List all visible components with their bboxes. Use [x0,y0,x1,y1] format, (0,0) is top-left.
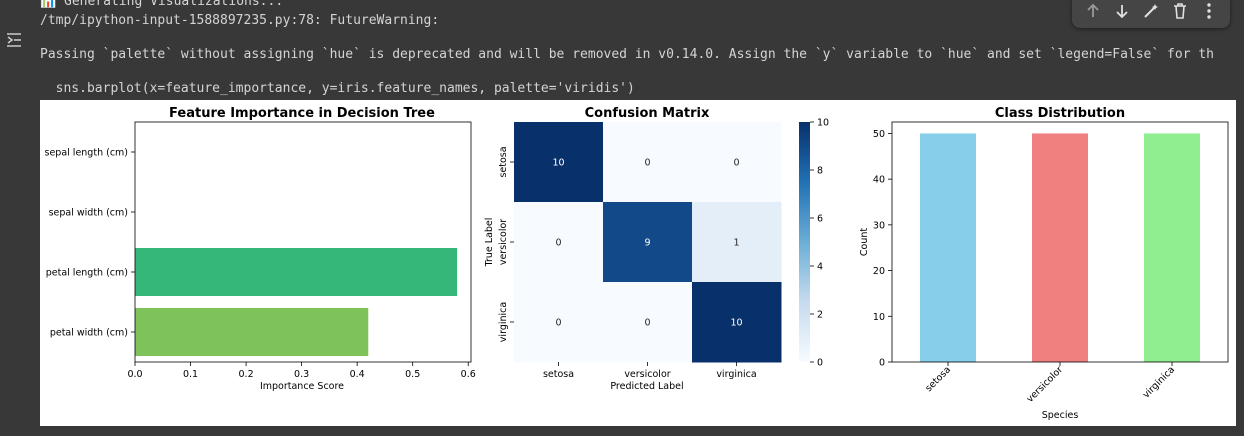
chart1-xlabel: Importance Score [260,381,344,392]
feature-importance-chart: Feature Importance in Decision Tree sepa… [45,106,476,392]
chart2-xlabel: Predicted Label [610,381,683,392]
confusion-cell [692,122,782,203]
output-toggle-icon[interactable] [4,30,24,50]
chart1-ytick-label: petal length (cm) [46,268,128,279]
confusion-cell-label: 10 [730,318,742,329]
confusion-cell [514,282,604,363]
confusion-cell [603,202,693,283]
chart1-xtick-label: 0.4 [350,369,365,380]
chart3-ytick-label: 20 [873,266,885,277]
edit-magic-icon[interactable] [1140,0,1162,22]
chart2-xtick-label: versicolor [624,369,670,380]
chart3-xtick-label: setosa [923,364,953,394]
chart3-xtick-label: virginica [1141,364,1177,400]
chart3-ytick-label: 30 [873,220,885,231]
console-line-code: sns.barplot(x=feature_importance, y=iris… [40,81,635,96]
chart2-ytick-label: virginica [498,302,509,342]
figure-canvas: Feature Importance in Decision Tree sepa… [45,106,1229,421]
chart3-ylabel: Count [859,228,870,256]
confusion-matrix-chart: Confusion Matrix 10 0 00 9 10 0 10 setosa versi… [484,106,829,392]
chart2-ylabel: True Label [484,218,495,268]
trash-icon[interactable] [1169,0,1191,22]
chart3-ytick-label: 50 [873,129,885,140]
chart3-title: Class Distribution [995,106,1125,121]
confusion-cell-label: 9 [644,238,650,249]
colorbar-tick-label: 4 [817,262,823,273]
chart1-bar [135,248,458,296]
chart3-bar [1032,133,1088,362]
console-line-message: Passing `palette` without assigning `hue… [40,47,1214,62]
console-output: 📊 Generating Visualizations... /tmp/ipyt… [40,0,1244,100]
chart2-title: Confusion Matrix [585,106,710,121]
chart2-ytick-label: setosa [498,146,509,177]
confusion-cell-label: 0 [555,238,561,249]
chart2-xtick-label: virginica [716,369,756,380]
figure-output: Feature Importance in Decision Tree sepa… [40,100,1236,426]
chart1-ytick-label: sepal length (cm) [45,148,129,159]
confusion-cell-label: 10 [552,158,564,169]
colorbar-tick-label: 8 [817,166,823,177]
chart1-xtick-label: 0.0 [127,369,142,380]
chart1-ytick-label: petal width (cm) [50,328,128,339]
confusion-cell [603,122,693,203]
more-vert-icon[interactable] [1198,0,1220,22]
confusion-cell-label: 0 [644,318,650,329]
colorbar-tick-label: 2 [817,310,823,321]
confusion-cell-label: 0 [733,158,739,169]
chart3-xlabel: Species [1042,410,1079,421]
chart1-xtick-label: 0.2 [239,369,254,380]
colorbar [799,122,810,362]
chart1-xtick-label: 0.6 [461,369,476,380]
chart1-frame [134,121,472,363]
confusion-cell-label: 0 [644,158,650,169]
console-line-warning: /tmp/ipython-input-1588897235.py:78: Fut… [40,13,440,28]
chart2-xtick-label: setosa [543,369,574,380]
cell-gutter [0,0,34,436]
confusion-cell [692,282,782,363]
chart3-bar [920,133,976,362]
cell-toolbar [1072,0,1230,28]
chart1-bar [135,308,369,356]
chart3-ytick-label: 0 [879,358,885,369]
chart3-xtick-label: versicolor [1025,364,1066,405]
chart3-ytick-label: 40 [873,175,885,186]
colorbar-tick-label: 6 [817,214,823,225]
colorbar-tick-label: 10 [817,118,829,129]
chart1-ytick-label: sepal width (cm) [49,208,128,219]
confusion-cell [514,202,604,283]
chart2-ytick-label: versicolor [498,219,509,265]
arrow-up-icon[interactable] [1082,0,1104,22]
chart1-xtick-label: 0.5 [405,369,420,380]
class-distribution-chart: Class Distribution setosa versicolor virgi… [859,106,1229,421]
chart3-ytick-label: 10 [873,312,885,323]
console-line-status: 📊 Generating Visualizations... [40,0,284,9]
confusion-cell [514,122,604,203]
chart1-title: Feature Importance in Decision Tree [169,106,435,121]
confusion-cell [603,282,693,363]
confusion-cell-label: 1 [733,238,739,249]
confusion-cell-label: 0 [555,318,561,329]
chart1-xtick-label: 0.1 [183,369,198,380]
arrow-down-icon[interactable] [1111,0,1133,22]
confusion-cell [692,202,782,283]
chart3-bar [1144,133,1200,362]
colorbar-tick-label: 0 [817,358,823,369]
chart1-xtick-label: 0.3 [294,369,309,380]
